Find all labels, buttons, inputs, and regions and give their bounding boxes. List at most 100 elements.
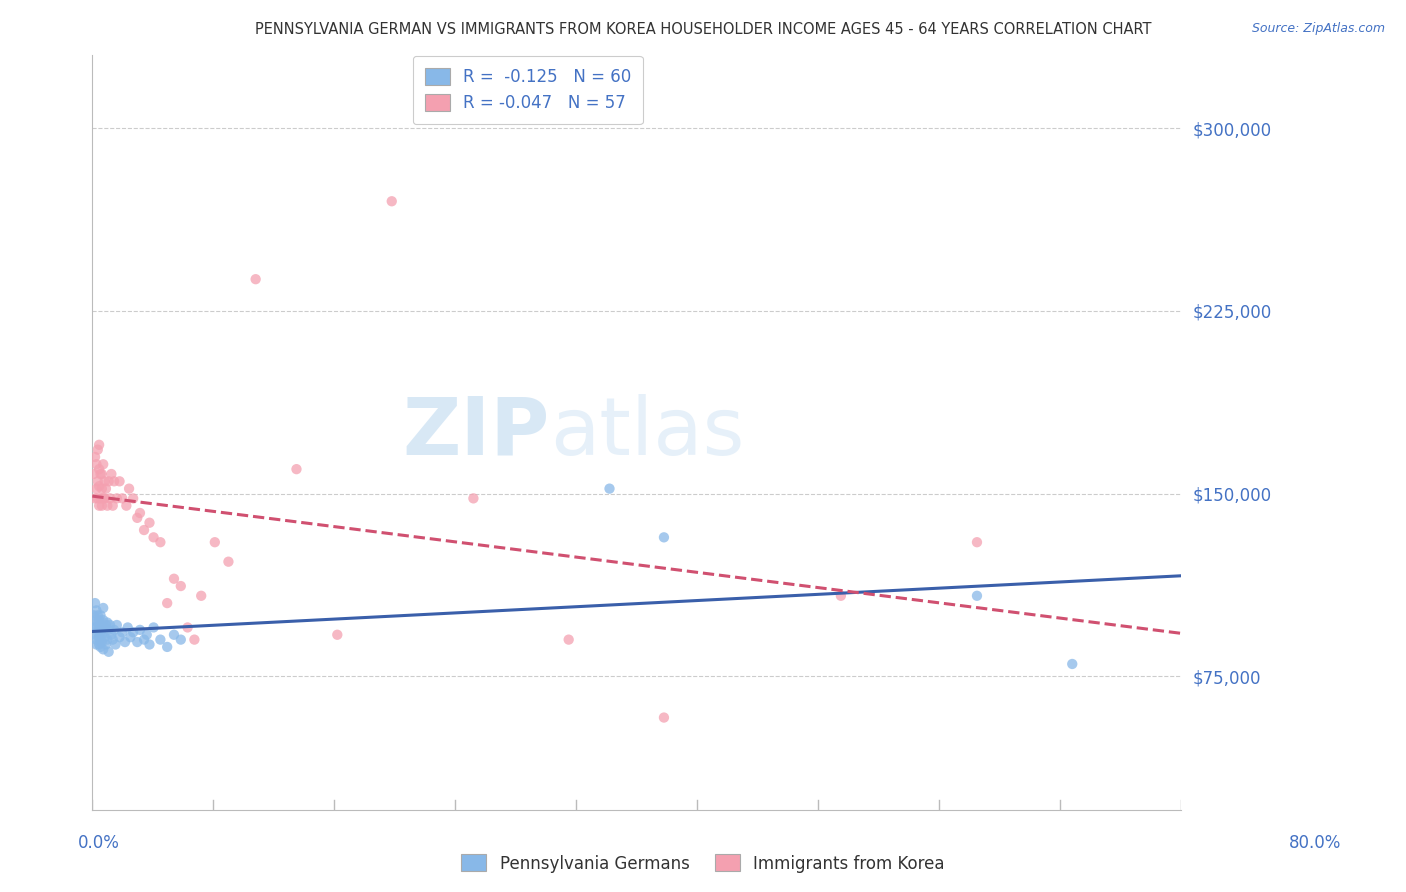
Point <box>108 630 131 644</box>
Point <box>111 625 134 640</box>
Point <box>86 482 108 496</box>
Point <box>84 450 107 464</box>
Point <box>285 462 308 476</box>
Point <box>96 632 118 647</box>
Point <box>101 499 124 513</box>
Point <box>89 467 111 481</box>
Point <box>115 499 138 513</box>
Point <box>176 620 198 634</box>
Point <box>103 475 125 489</box>
Point <box>87 608 110 623</box>
Legend: R =  -0.125   N = 60, R = -0.047   N = 57: R = -0.125 N = 60, R = -0.047 N = 57 <box>413 56 643 124</box>
Point <box>93 620 115 634</box>
Point <box>100 628 122 642</box>
Point <box>96 615 118 630</box>
Point <box>96 499 118 513</box>
Point <box>142 530 165 544</box>
Point <box>86 632 108 647</box>
Point <box>90 635 112 649</box>
Point <box>87 442 110 457</box>
Point <box>89 499 111 513</box>
Point <box>93 475 115 489</box>
Point <box>652 530 675 544</box>
Point <box>83 620 105 634</box>
Point <box>87 491 110 506</box>
Point <box>87 625 110 640</box>
Point <box>97 475 120 489</box>
Point <box>94 638 117 652</box>
Point <box>966 535 988 549</box>
Point <box>830 589 852 603</box>
Point <box>87 615 110 630</box>
Point <box>91 613 114 627</box>
Point <box>127 635 149 649</box>
Point <box>84 628 107 642</box>
Point <box>138 516 160 530</box>
Point <box>108 475 131 489</box>
Point <box>245 272 267 286</box>
Text: PENNSYLVANIA GERMAN VS IMMIGRANTS FROM KOREA HOUSEHOLDER INCOME AGES 45 - 64 YEA: PENNSYLVANIA GERMAN VS IMMIGRANTS FROM K… <box>254 22 1152 37</box>
Point <box>86 638 108 652</box>
Point <box>83 467 105 481</box>
Point <box>84 596 107 610</box>
Point <box>97 645 120 659</box>
Point <box>89 638 111 652</box>
Point <box>120 630 142 644</box>
Point <box>90 499 112 513</box>
Point <box>104 638 127 652</box>
Point <box>138 638 160 652</box>
Legend: Pennsylvania Germans, Immigrants from Korea: Pennsylvania Germans, Immigrants from Ko… <box>454 847 952 880</box>
Point <box>163 628 186 642</box>
Point <box>86 457 108 471</box>
Point <box>93 491 115 506</box>
Point <box>91 642 114 657</box>
Point <box>97 623 120 637</box>
Point <box>89 630 111 644</box>
Point <box>170 579 193 593</box>
Point <box>89 640 111 654</box>
Point <box>90 620 112 634</box>
Point <box>89 613 111 627</box>
Point <box>91 601 114 615</box>
Point <box>101 632 124 647</box>
Point <box>142 620 165 634</box>
Point <box>132 632 155 647</box>
Point <box>90 628 112 642</box>
Text: 0.0%: 0.0% <box>77 834 120 852</box>
Point <box>599 482 621 496</box>
Point <box>98 618 121 632</box>
Point <box>132 523 155 537</box>
Point <box>105 491 128 506</box>
Point <box>129 506 152 520</box>
Text: Source: ZipAtlas.com: Source: ZipAtlas.com <box>1251 22 1385 36</box>
Point <box>86 603 108 617</box>
Point <box>103 623 125 637</box>
Point <box>105 618 128 632</box>
Point <box>89 479 111 493</box>
Point <box>190 589 212 603</box>
Point <box>122 625 145 640</box>
Point <box>966 589 988 603</box>
Point <box>122 491 145 506</box>
Point <box>118 482 141 496</box>
Point <box>326 628 349 642</box>
Point <box>94 482 117 496</box>
Point <box>89 620 111 634</box>
Text: atlas: atlas <box>550 393 744 472</box>
Point <box>156 596 179 610</box>
Point <box>114 635 136 649</box>
Point <box>156 640 179 654</box>
Text: ZIP: ZIP <box>402 393 550 472</box>
Point <box>94 618 117 632</box>
Point <box>163 572 186 586</box>
Point <box>217 555 239 569</box>
Point <box>149 535 172 549</box>
Point <box>87 475 110 489</box>
Point <box>557 632 579 647</box>
Point <box>111 491 134 506</box>
Text: 80.0%: 80.0% <box>1288 834 1341 852</box>
Point <box>100 467 122 481</box>
Point <box>117 620 139 634</box>
Point <box>652 710 675 724</box>
Point <box>129 623 152 637</box>
